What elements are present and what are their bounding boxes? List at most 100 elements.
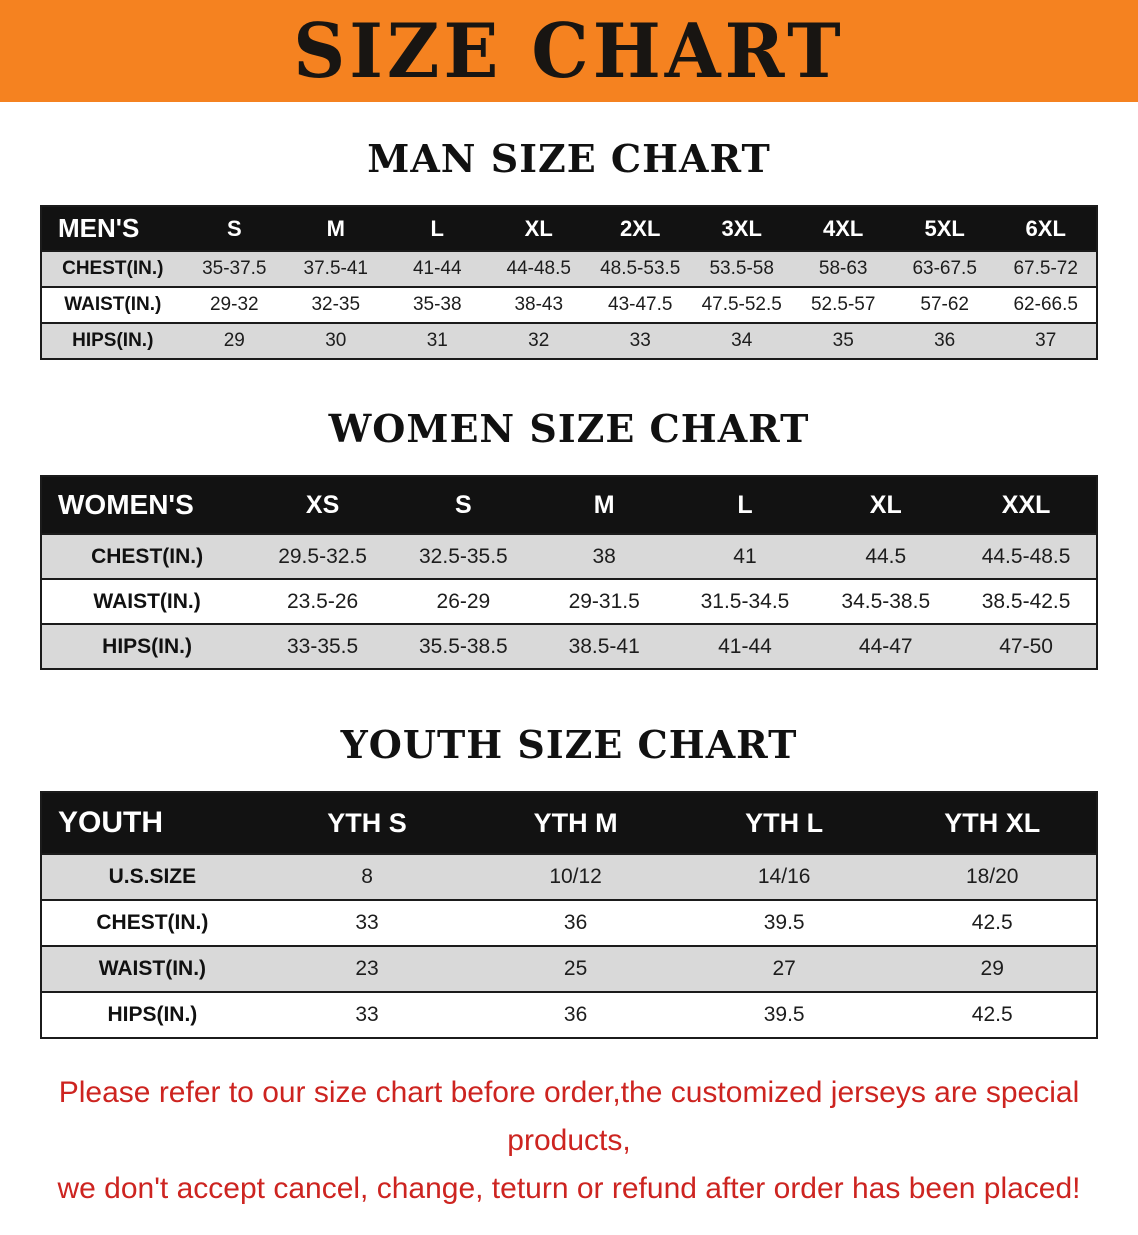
men-size-table: MEN'S S M L XL 2XL 3XL 4XL 5XL 6XL CHEST(IN.) 35-37… xyxy=(40,205,1098,360)
table-row: CHEST(IN.) 35-37.5 37.5-41 41-44 44-48.5 48.5… xyxy=(41,251,1097,287)
size-cell: 33 xyxy=(355,1003,379,1026)
row-label: HIPS(IN.) xyxy=(107,1003,198,1026)
size-cell: 32-35 xyxy=(311,294,361,315)
size-cell: 38 xyxy=(592,544,616,568)
size-cell: 35-38 xyxy=(412,294,462,315)
size-cell: 52.5-57 xyxy=(810,294,876,315)
men-size-section: MAN SIZE CHART MEN'S S M L XL 2XL 3XL 4XL 5XL 6XL… xyxy=(0,136,1138,360)
size-cell: 38-43 xyxy=(514,294,564,315)
row-label: WAIST(IN.) xyxy=(93,589,201,613)
column-header: 5XL xyxy=(893,206,996,251)
size-cell: 29 xyxy=(980,957,1004,980)
row-label: CHEST(IN.) xyxy=(62,258,164,279)
column-header: M xyxy=(285,206,387,251)
size-cell: 27 xyxy=(772,957,796,980)
size-cell: 33 xyxy=(629,330,651,351)
size-cell: 35 xyxy=(832,330,854,351)
size-cell: 32 xyxy=(528,330,550,351)
footer-note: Please refer to our size chart before or… xyxy=(24,1069,1114,1213)
banner: SIZE CHART xyxy=(0,0,1138,102)
size-cell: 35-37.5 xyxy=(202,258,267,279)
size-cell: 39.5 xyxy=(763,911,805,934)
youth-size-heading: YOUTH SIZE CHART xyxy=(340,722,798,767)
size-cell: 39.5 xyxy=(763,1003,805,1026)
table-title-cell: YOUTH xyxy=(41,792,263,854)
size-cell: 48.5-53.5 xyxy=(600,258,681,279)
size-cell: 32.5-35.5 xyxy=(419,544,508,568)
size-cell: 47-50 xyxy=(999,634,1053,658)
table-row: U.S.SIZE 8 10/12 14/16 18/20 xyxy=(41,854,1097,900)
table-row: WAIST(IN.) 23.5-26 26-29 29-31.5 31.5-34.5 34… xyxy=(41,579,1097,624)
size-cell: 33 xyxy=(355,911,379,934)
column-header: XL xyxy=(815,476,957,534)
size-cell: 30 xyxy=(325,330,347,351)
page-title: SIZE CHART xyxy=(293,6,845,95)
size-cell: 10/12 xyxy=(549,865,602,888)
size-cell: 38.5-41 xyxy=(568,634,640,658)
size-cell: 25 xyxy=(563,957,588,980)
size-cell: 36 xyxy=(563,911,588,934)
size-cell: 58-63 xyxy=(818,258,868,279)
women-size-section: WOMEN SIZE CHART WOMEN'S XS S M L XL XXL CHEST(… xyxy=(0,406,1138,670)
size-cell: 44.5-48.5 xyxy=(981,544,1071,568)
size-cell: 41 xyxy=(733,544,757,568)
size-cell: 18/20 xyxy=(965,865,1019,888)
size-cell: 41-44 xyxy=(412,258,462,279)
table-header-row: YOUTH YTH S YTH M YTH L YTH XL xyxy=(41,792,1097,854)
column-header: XS xyxy=(252,476,393,534)
table-header-row: WOMEN'S XS S M L XL XXL xyxy=(41,476,1097,534)
size-cell: 26-29 xyxy=(436,589,491,613)
table-row: WAIST(IN.) 29-32 32-35 35-38 38-43 43-47.5 47.… xyxy=(41,287,1097,323)
size-cell: 8 xyxy=(361,865,373,888)
table-row: CHEST(IN.) 29.5-32.5 32.5-35.5 38 41 44.5 44.5… xyxy=(41,534,1097,579)
column-header: XL xyxy=(488,206,590,251)
table-row: HIPS(IN.) 33-35.5 35.5-38.5 38.5-41 41-44 44-… xyxy=(41,624,1097,669)
size-cell: 44-48.5 xyxy=(506,258,571,279)
table-title-cell: MEN'S xyxy=(41,206,184,251)
size-cell: 35.5-38.5 xyxy=(419,634,508,658)
column-header: YTH M xyxy=(471,792,680,854)
size-cell: 47.5-52.5 xyxy=(701,294,782,315)
size-cell: 14/16 xyxy=(757,865,811,888)
size-cell: 31 xyxy=(426,330,448,351)
youth-size-table: YOUTH YTH S YTH M YTH L YTH XL U.S.SIZE 8 10/12… xyxy=(40,791,1098,1039)
size-cell: 29-31.5 xyxy=(568,589,640,613)
size-cell: 36 xyxy=(934,330,956,351)
size-cell: 34.5-38.5 xyxy=(841,589,931,613)
column-header: YTH XL xyxy=(888,792,1097,854)
size-cell: 44-47 xyxy=(858,634,913,658)
row-label: HIPS(IN.) xyxy=(72,330,154,351)
column-header: YTH L xyxy=(679,792,889,854)
row-label: WAIST(IN.) xyxy=(64,294,162,315)
size-cell: 31.5-34.5 xyxy=(700,589,790,613)
size-cell: 37.5-41 xyxy=(303,258,368,279)
size-cell: 29 xyxy=(223,330,245,351)
table-row: WAIST(IN.) 23 25 27 29 xyxy=(41,946,1097,992)
column-header: S xyxy=(392,476,534,534)
size-cell: 36 xyxy=(563,1003,588,1026)
size-cell: 37 xyxy=(1035,330,1057,351)
size-cell: 42.5 xyxy=(971,1003,1013,1026)
size-cell: 57-62 xyxy=(920,294,969,315)
size-cell: 34 xyxy=(731,330,753,351)
size-cell: 23 xyxy=(355,957,379,980)
size-cell: 44.5 xyxy=(865,544,907,568)
size-cell: 53.5-58 xyxy=(709,258,774,279)
column-header: L xyxy=(386,206,488,251)
youth-size-section: YOUTH SIZE CHART YOUTH YTH S YTH M YTH L YTH… xyxy=(0,722,1138,1039)
size-cell: 33-35.5 xyxy=(286,634,359,658)
column-header: 3XL xyxy=(690,206,793,251)
size-cell: 38.5-42.5 xyxy=(981,589,1071,613)
table-row: HIPS(IN.) 33 36 39.5 42.5 xyxy=(41,992,1097,1038)
size-cell: 63-67.5 xyxy=(912,258,977,279)
row-label: WAIST(IN.) xyxy=(98,957,207,980)
row-label: CHEST(IN.) xyxy=(91,544,204,568)
footer-note-line-1: Please refer to our size chart before or… xyxy=(58,1076,1080,1157)
size-cell: 67.5-72 xyxy=(1013,258,1078,279)
table-row: CHEST(IN.) 33 36 39.5 42.5 xyxy=(41,900,1097,946)
row-label: U.S.SIZE xyxy=(108,865,197,888)
column-header: 2XL xyxy=(589,206,691,251)
column-header: 6XL xyxy=(995,206,1097,251)
row-label: CHEST(IN.) xyxy=(96,911,209,934)
